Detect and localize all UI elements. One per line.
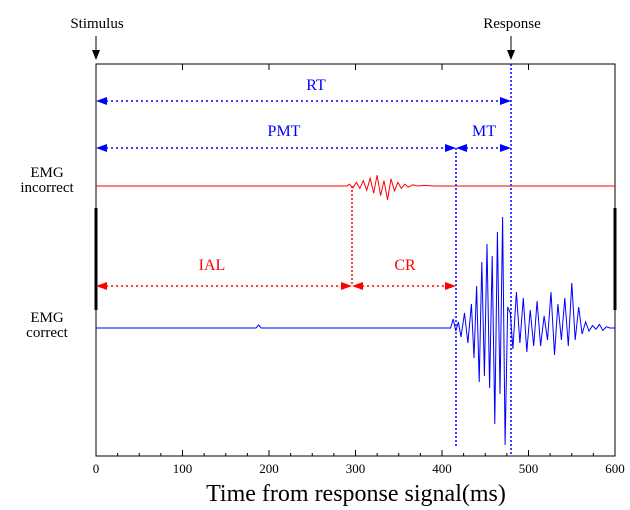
x-tick-label: 100: [173, 461, 193, 476]
x-tick-label: 400: [432, 461, 452, 476]
interval-cr: CR: [352, 257, 456, 290]
interval-pmt: PMT: [96, 123, 456, 152]
interval-cr-label: CR: [394, 257, 416, 274]
stimulus-arrow: [92, 36, 100, 60]
interval-mt: MT: [456, 123, 511, 152]
row-label-incorrect-line1: EMG: [30, 165, 64, 181]
row-label-incorrect: EMG incorrect: [20, 165, 74, 196]
emg-correct-trace: [96, 216, 615, 446]
row-label-correct: EMG correct: [26, 310, 68, 341]
interval-rt-label: RT: [306, 77, 326, 94]
x-axis: 0 100 200 300 400 500 600: [93, 64, 625, 476]
interval-ial: IAL: [96, 257, 352, 290]
stimulus-label: Stimulus: [70, 16, 124, 32]
interval-rt: RT: [96, 77, 511, 105]
x-tick-label: 600: [605, 461, 625, 476]
x-tick-label: 0: [93, 461, 100, 476]
row-label-incorrect-line2: incorrect: [20, 180, 74, 196]
x-tick-label: 500: [519, 461, 539, 476]
response-arrow: [507, 36, 515, 60]
row-label-correct-line1: EMG: [30, 310, 64, 326]
emg-incorrect-trace: [96, 175, 615, 200]
x-axis-label: Time from response signal(ms): [206, 481, 506, 507]
row-label-correct-line2: correct: [26, 325, 68, 341]
interval-mt-label: MT: [472, 123, 496, 140]
x-tick-label: 200: [259, 461, 279, 476]
interval-pmt-label: PMT: [268, 123, 301, 140]
x-tick-label: 300: [346, 461, 366, 476]
interval-ial-label: IAL: [199, 257, 226, 274]
response-label: Response: [483, 16, 541, 32]
plot-frame: [95, 63, 616, 457]
